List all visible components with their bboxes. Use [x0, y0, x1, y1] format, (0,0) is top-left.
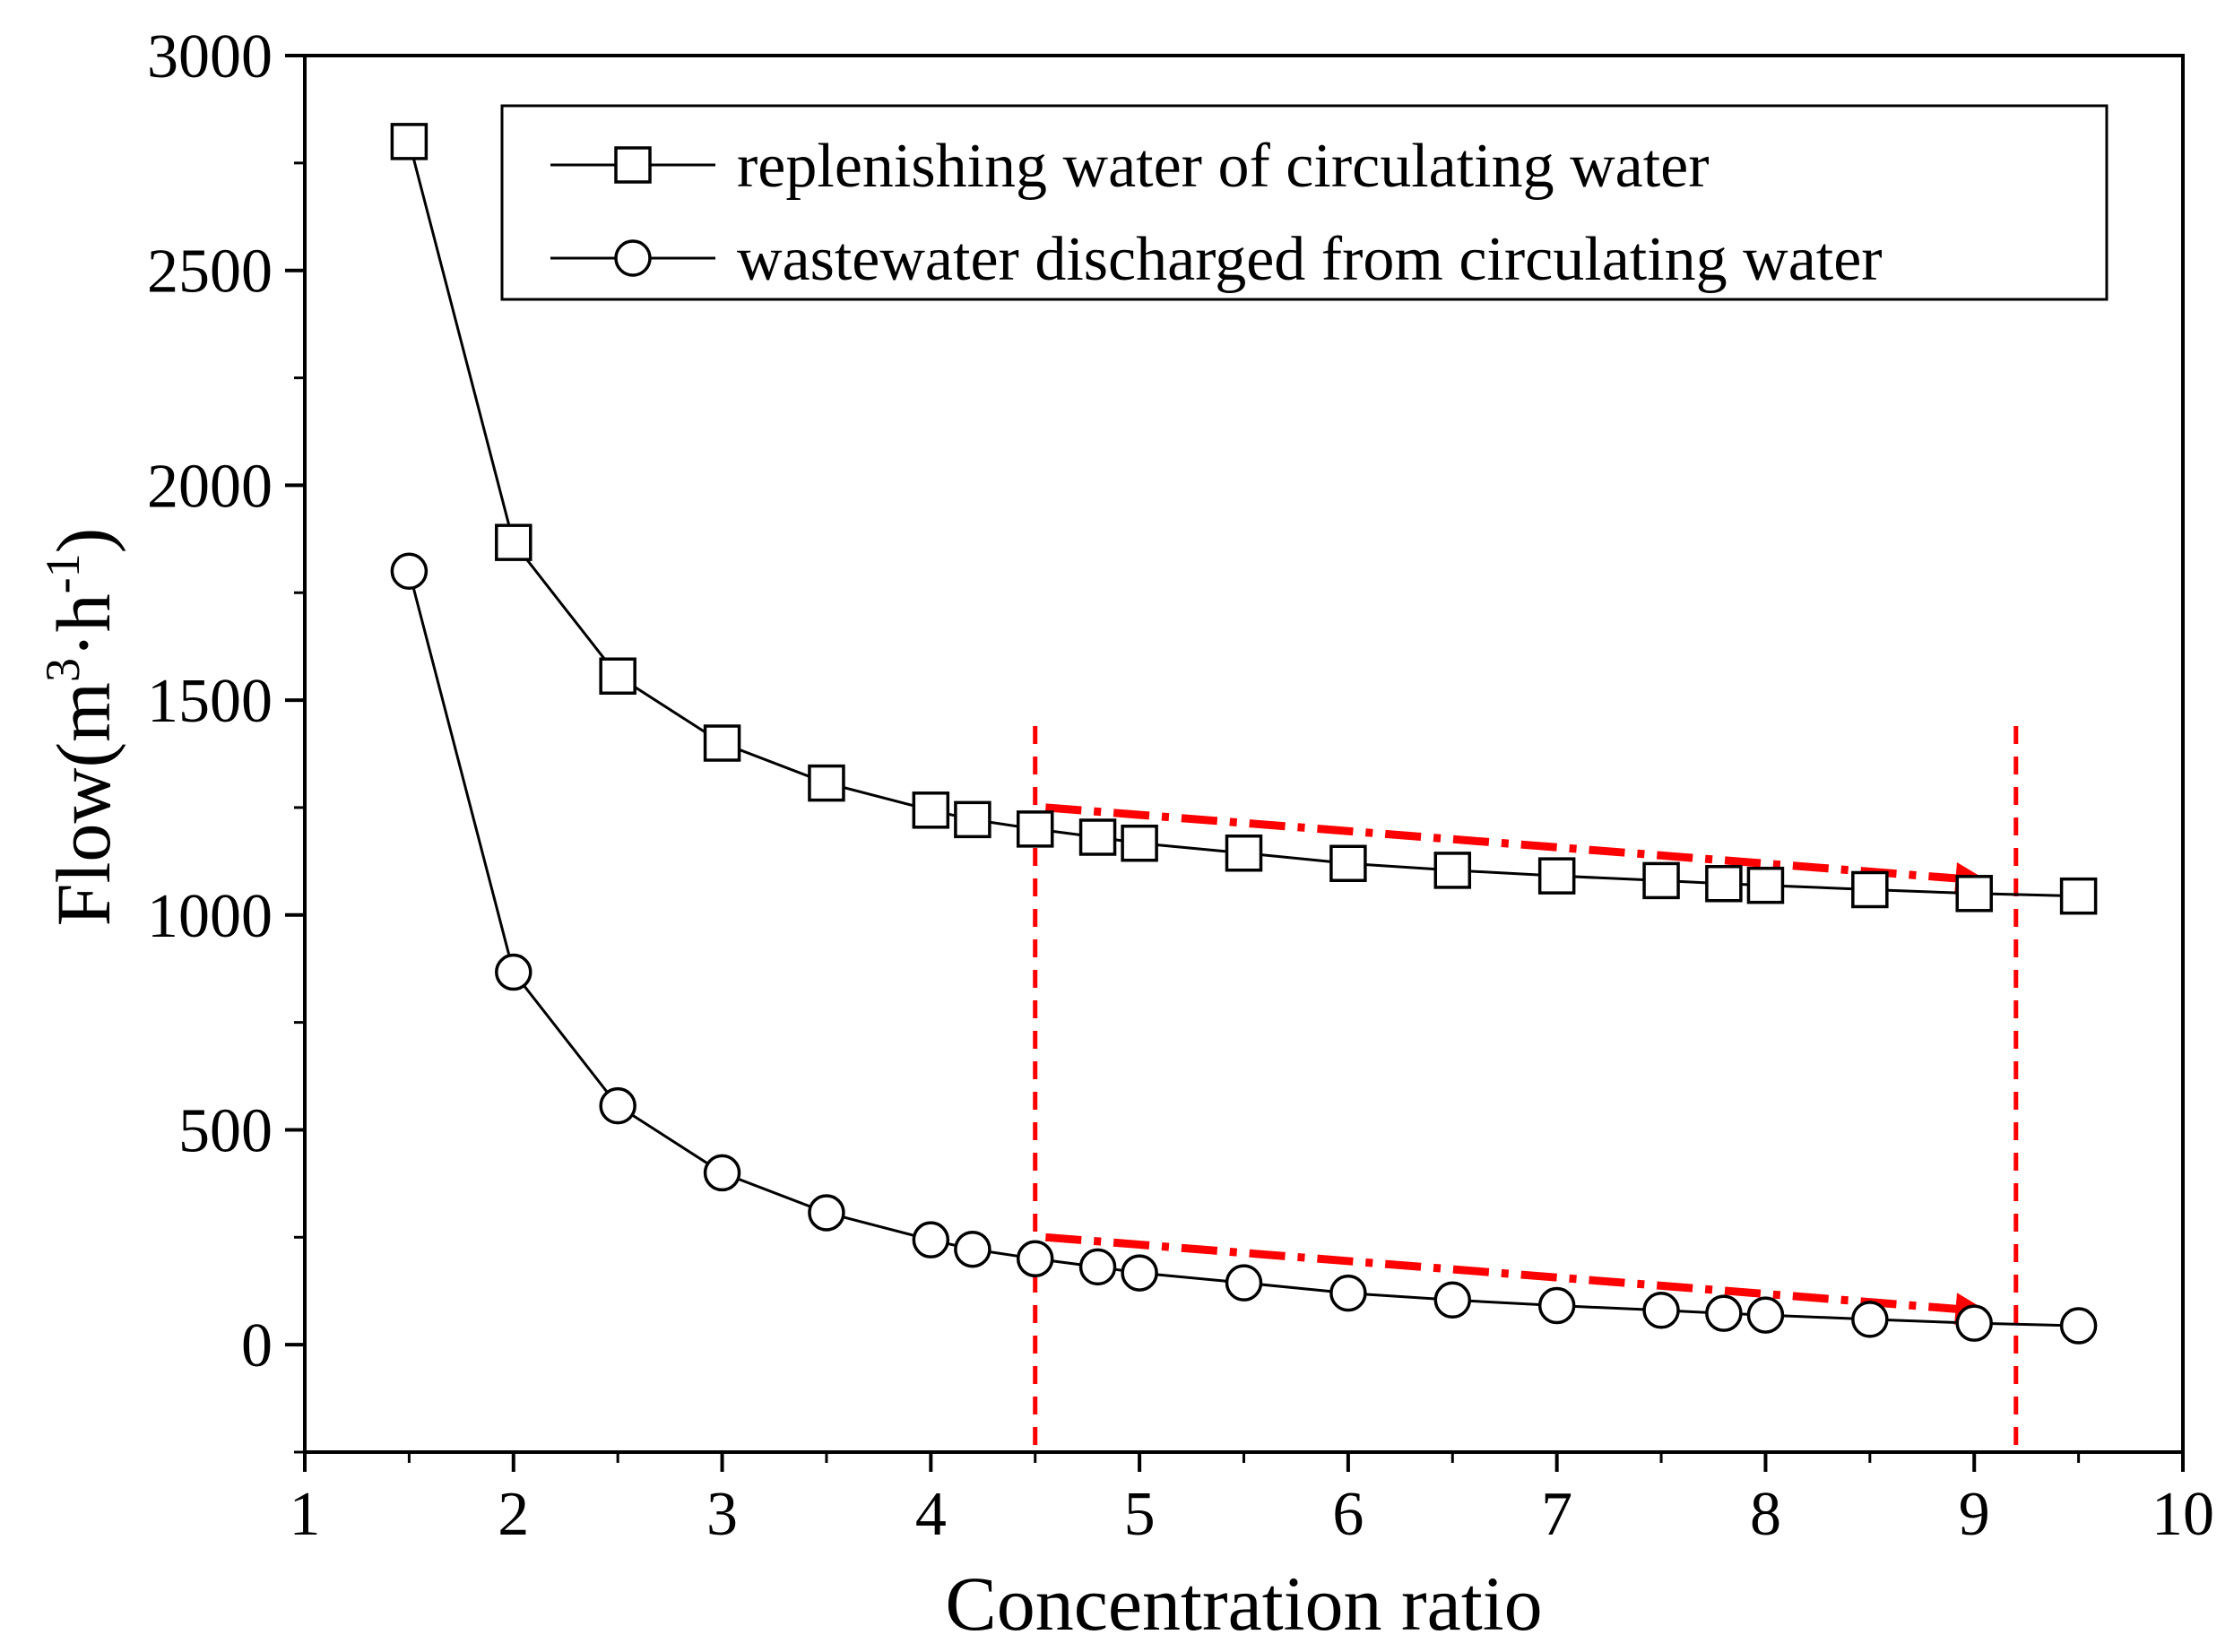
- data-point-circle: [912, 1221, 950, 1258]
- data-point-square: [390, 123, 429, 160]
- y-tick-label: 3000: [147, 22, 273, 91]
- y-axis-title: Flow(m3·h-1): [36, 528, 126, 927]
- data-point-circle: [1078, 1248, 1117, 1286]
- axis-layer: 1 2 3 4 5 6 7 8 9 10 0 500 1000 1500 2000 2500 3000: [147, 22, 2214, 1549]
- legend-marker-circle: [614, 239, 652, 277]
- y-axis-title-sup-3: 3: [36, 658, 90, 682]
- y-axis-title-mid: ·h: [40, 593, 126, 658]
- data-point-square: [2059, 877, 2098, 915]
- y-tick-label: 1000: [147, 882, 273, 951]
- data-point-circle: [954, 1230, 991, 1268]
- data-point-square: [954, 800, 991, 839]
- data-point-circle: [1433, 1281, 1472, 1319]
- x-tick-label: 6: [1332, 1480, 1364, 1549]
- data-point-circle: [1225, 1264, 1263, 1302]
- legend-item: replenishing water of circulating water: [550, 132, 1710, 201]
- data-point-square: [495, 523, 533, 561]
- data-point-circle: [703, 1154, 741, 1192]
- data-point-circle: [495, 953, 533, 991]
- data-point-circle: [2059, 1307, 2098, 1345]
- data-point-square: [1851, 870, 1889, 909]
- data-point-circle: [1851, 1301, 1889, 1338]
- y-tick-label: 2000: [147, 452, 273, 521]
- x-tick-label: 8: [1750, 1480, 1781, 1549]
- data-point-circle: [599, 1086, 636, 1125]
- series-layer: [390, 123, 2098, 1345]
- series-line: [407, 570, 2079, 1328]
- x-tick-label: 7: [1541, 1480, 1572, 1549]
- data-point-circle: [1746, 1296, 1785, 1334]
- data-point-square: [1225, 834, 1263, 872]
- legend-item: wastewater discharged from circulating w…: [550, 225, 1883, 294]
- legend-label: wastewater discharged from circulating w…: [737, 225, 1883, 294]
- y-axis-title-sup-neg1: -1: [36, 553, 90, 593]
- data-point-circle: [1329, 1274, 1367, 1312]
- x-tick-label: 1: [290, 1480, 321, 1549]
- legend-items: replenishing water of circulating water w…: [550, 132, 1883, 294]
- x-axis-title: Concentration ratio: [945, 1561, 1542, 1647]
- data-point-circle: [1121, 1254, 1158, 1292]
- data-point-circle: [1537, 1286, 1576, 1325]
- annotation-layer: [1033, 726, 2019, 1452]
- series-1: [390, 123, 2098, 915]
- data-point-square: [1955, 875, 1993, 912]
- data-point-square: [1746, 866, 1785, 904]
- y-axis-title-base: Flow(m: [40, 682, 126, 926]
- data-point-square: [1121, 824, 1158, 862]
- y-tick-label: 2500: [147, 238, 273, 307]
- data-point-square: [1433, 852, 1472, 889]
- data-point-square: [1537, 857, 1576, 895]
- data-point-circle: [1642, 1292, 1680, 1329]
- data-point-square: [1078, 818, 1117, 856]
- data-point-square: [1705, 865, 1743, 903]
- x-tick-label: 2: [498, 1480, 529, 1549]
- data-point-circle: [1955, 1304, 1993, 1342]
- y-axis-title-end: ): [40, 528, 126, 554]
- x-tick-label: 10: [2152, 1480, 2214, 1549]
- data-point-square: [599, 657, 636, 695]
- y-tick-label: 500: [178, 1096, 273, 1165]
- x-tick-label: 5: [1124, 1480, 1156, 1549]
- data-point-square: [1642, 861, 1680, 900]
- y-tick-label: 0: [241, 1311, 273, 1380]
- data-point-circle: [390, 552, 429, 591]
- data-point-circle: [1016, 1240, 1054, 1278]
- red-trend-arrow: [1045, 1233, 1988, 1326]
- data-point-square: [808, 764, 845, 802]
- legend-box: [500, 104, 2108, 301]
- x-tick-label: 4: [915, 1480, 947, 1549]
- legend-label: replenishing water of circulating water: [737, 132, 1710, 201]
- data-point-circle: [1705, 1294, 1743, 1332]
- red-trend-arrow: [1045, 803, 1988, 895]
- x-tick-label: 9: [1959, 1480, 1990, 1549]
- data-point-square: [1016, 810, 1054, 848]
- series-2: [390, 552, 2098, 1345]
- data-point-square: [1329, 844, 1367, 882]
- data-point-circle: [808, 1194, 845, 1232]
- legend: replenishing water of circulating water w…: [500, 104, 2108, 301]
- data-point-square: [703, 724, 741, 762]
- y-tick-label: 1500: [147, 667, 273, 736]
- data-point-square: [912, 791, 950, 829]
- legend-marker-square: [614, 146, 652, 184]
- x-tick-label: 3: [706, 1480, 738, 1549]
